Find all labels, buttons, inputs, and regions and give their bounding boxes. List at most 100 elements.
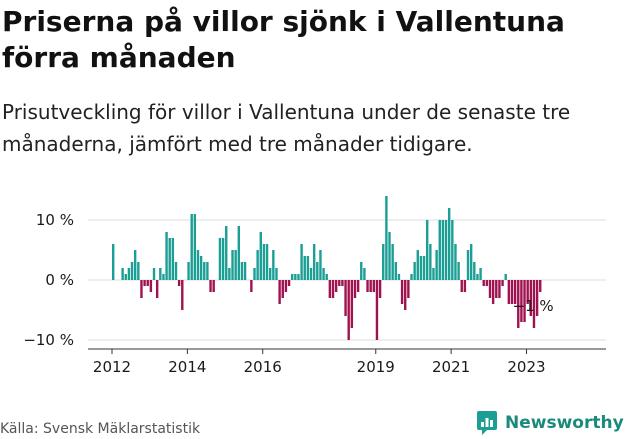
bar bbox=[523, 280, 526, 322]
bar bbox=[306, 256, 310, 280]
bar bbox=[513, 280, 517, 304]
x-tick-label: 2019 bbox=[357, 358, 395, 376]
bar bbox=[253, 268, 256, 280]
bar bbox=[300, 244, 303, 280]
bar bbox=[130, 262, 134, 280]
bar bbox=[372, 280, 376, 292]
bar bbox=[231, 250, 234, 280]
bar bbox=[159, 268, 162, 280]
bar bbox=[221, 238, 225, 280]
bar bbox=[447, 208, 451, 280]
bar bbox=[495, 280, 498, 298]
bar bbox=[190, 214, 193, 280]
bar bbox=[363, 268, 366, 280]
y-tick-label: −10 % bbox=[23, 331, 74, 349]
bar bbox=[171, 238, 175, 280]
chart-bars bbox=[112, 196, 542, 340]
bar bbox=[488, 280, 492, 298]
bar bbox=[510, 280, 514, 304]
bar bbox=[137, 262, 140, 280]
bar bbox=[325, 274, 328, 280]
bar bbox=[338, 280, 341, 286]
bar bbox=[404, 280, 407, 310]
bar bbox=[482, 280, 485, 286]
bar bbox=[294, 274, 297, 280]
bar bbox=[278, 280, 281, 304]
bar bbox=[526, 280, 529, 304]
bar bbox=[369, 280, 372, 292]
bar bbox=[435, 250, 438, 280]
bar bbox=[237, 226, 240, 280]
bar bbox=[517, 280, 520, 328]
chart-axis: 2012 2014 2016 2019 2021 2023 bbox=[88, 348, 606, 376]
bar bbox=[168, 238, 171, 280]
bar bbox=[196, 250, 200, 280]
bar bbox=[347, 280, 350, 340]
bar bbox=[385, 196, 388, 280]
bar bbox=[463, 280, 467, 292]
bar bbox=[460, 280, 463, 292]
bar bbox=[281, 280, 284, 298]
bar bbox=[413, 262, 416, 280]
x-tick-label: 2014 bbox=[168, 358, 206, 376]
page-title: Priserna på villor sjönk i Vallentuna fö… bbox=[2, 5, 565, 74]
bar bbox=[140, 280, 143, 298]
bar bbox=[316, 262, 319, 280]
bar bbox=[469, 244, 473, 280]
bar bbox=[394, 262, 397, 280]
bar bbox=[112, 244, 115, 280]
bar bbox=[143, 280, 146, 286]
bar bbox=[441, 220, 445, 280]
bar bbox=[422, 256, 426, 280]
bar bbox=[284, 280, 288, 292]
bar bbox=[303, 256, 306, 280]
bar bbox=[485, 280, 489, 286]
brand-logo: Newsworthy bbox=[475, 408, 624, 438]
bar bbox=[429, 244, 432, 280]
bar bbox=[532, 280, 536, 328]
bar bbox=[350, 280, 354, 328]
bar bbox=[174, 262, 178, 280]
bar bbox=[149, 280, 153, 292]
bar bbox=[479, 268, 482, 280]
bar bbox=[272, 250, 275, 280]
bar bbox=[181, 280, 184, 310]
bar bbox=[206, 262, 209, 280]
bar bbox=[259, 232, 262, 280]
bar bbox=[256, 250, 259, 280]
bar bbox=[520, 280, 523, 322]
bar bbox=[334, 280, 338, 292]
bar bbox=[155, 280, 159, 298]
bar bbox=[312, 244, 316, 280]
bar bbox=[529, 280, 533, 316]
bar bbox=[391, 244, 394, 280]
bar bbox=[366, 280, 369, 292]
bar bbox=[290, 274, 294, 280]
bar bbox=[127, 268, 131, 280]
bar bbox=[426, 220, 429, 280]
bar bbox=[133, 250, 137, 280]
bar bbox=[507, 280, 511, 304]
y-tick-label: 0 % bbox=[45, 271, 74, 289]
source-credit: Källa: Svensk Mäklarstatistik bbox=[0, 421, 201, 437]
bar bbox=[457, 262, 460, 280]
bar bbox=[432, 268, 435, 280]
bar bbox=[121, 268, 124, 280]
bar bbox=[177, 280, 181, 286]
bar bbox=[322, 268, 325, 280]
bar bbox=[410, 274, 413, 280]
bar bbox=[539, 280, 542, 292]
bar bbox=[444, 220, 448, 280]
bar bbox=[309, 268, 313, 280]
bar bbox=[234, 250, 237, 280]
x-tick-label: 2023 bbox=[507, 358, 545, 376]
bar bbox=[225, 226, 228, 280]
bar bbox=[375, 280, 379, 340]
bar bbox=[262, 244, 266, 280]
bar bbox=[193, 214, 197, 280]
price-change-chart: 10 % 0 % −10 % 2012 2014 2016 2019 2021 2023 −1… bbox=[23, 196, 606, 376]
bar bbox=[451, 220, 454, 280]
bar bbox=[476, 274, 479, 280]
bar bbox=[416, 250, 419, 280]
bar bbox=[218, 238, 222, 280]
